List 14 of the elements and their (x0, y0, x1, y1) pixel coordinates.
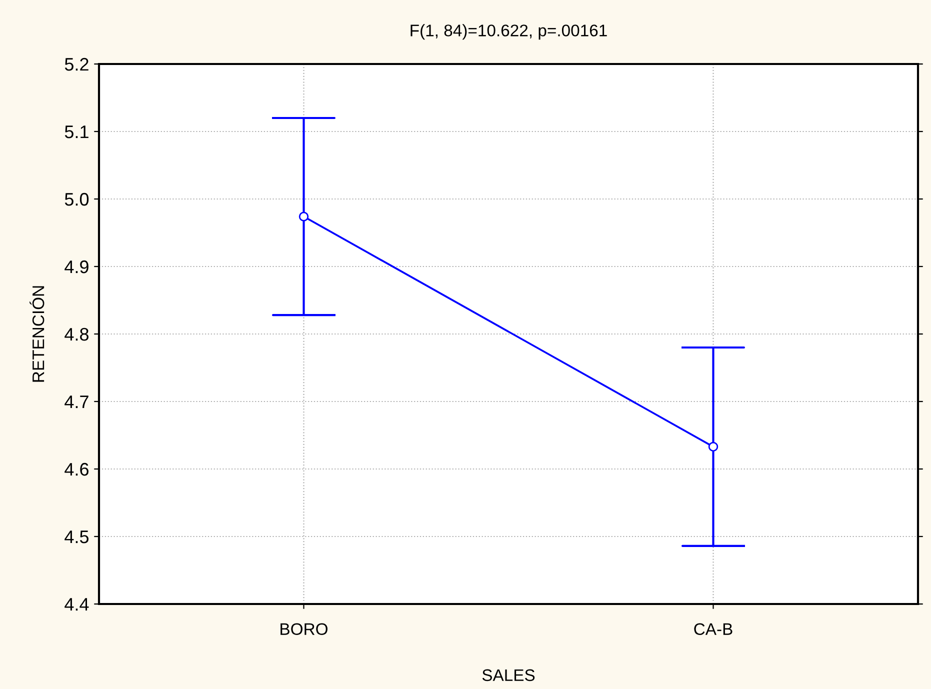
y-tick-label: 4.6 (64, 462, 88, 476)
y-tick-label: 4.8 (64, 328, 88, 341)
x-tick-label: CA-B (694, 623, 732, 635)
y-tick-label: 5.2 (64, 58, 88, 71)
y-tick-label: 4.9 (64, 260, 88, 274)
chart-title: F(1, 84)=10.622, p=.00161 (410, 24, 607, 40)
x-tick-label: BORO (280, 623, 328, 635)
y-tick-label: 5.1 (64, 126, 88, 138)
y-tick-label: 4.5 (64, 530, 89, 544)
y-tick-label: 4.7 (64, 396, 88, 408)
y-tick-label: 4.4 (64, 598, 89, 611)
y-axis-title: RETENCIÓN (30, 286, 44, 382)
y-tick-label: 5.0 (64, 192, 89, 206)
x-axis-title: SALES (482, 669, 535, 682)
